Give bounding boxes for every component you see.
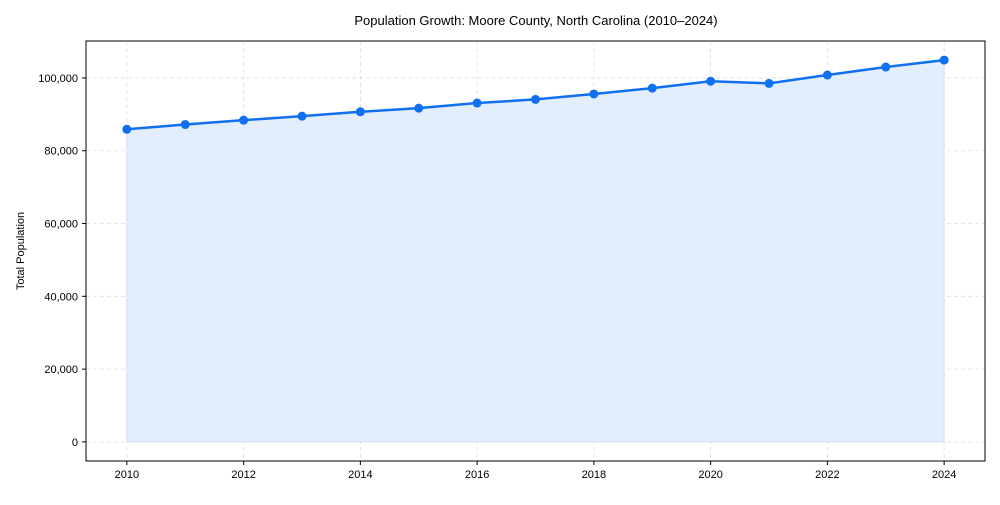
data-point xyxy=(706,76,716,86)
data-point xyxy=(939,55,949,65)
data-point xyxy=(239,115,249,125)
data-point xyxy=(414,103,424,113)
area-fill xyxy=(126,59,945,443)
y-tick-label: 0 xyxy=(72,437,78,449)
y-tick-label: 40,000 xyxy=(44,291,78,303)
axis-ticks: 2010 2012 2014 2016 2018 2020 2022 2024 0 20,000 4… xyxy=(38,73,956,481)
area-under-line xyxy=(126,59,945,443)
data-point xyxy=(647,83,657,93)
series-line xyxy=(122,55,949,134)
data-point xyxy=(297,111,307,121)
data-point xyxy=(531,94,540,104)
data-point xyxy=(355,107,365,117)
y-tick-label: 60,000 xyxy=(44,219,78,231)
data-point xyxy=(881,62,891,72)
y-tick-label: 100,000 xyxy=(38,73,78,85)
plot-frame xyxy=(85,40,986,462)
x-tick-label: 2022 xyxy=(815,469,839,481)
data-point xyxy=(122,124,132,134)
y-tick-label: 80,000 xyxy=(44,146,78,158)
y-tick-label: 20,000 xyxy=(44,364,78,376)
x-tick-label: 2014 xyxy=(348,469,372,481)
x-tick-label: 2012 xyxy=(231,469,255,481)
y-axis-label: Total Population xyxy=(15,212,27,290)
x-tick-label: 2010 xyxy=(115,469,139,481)
x-tick-label: 2016 xyxy=(465,469,489,481)
chart-title: Population Growth: Moore County, North C… xyxy=(354,13,717,28)
x-tick-label: 2020 xyxy=(698,469,722,481)
x-tick-label: 2018 xyxy=(582,469,606,481)
data-point xyxy=(589,89,599,99)
x-tick-label: 2024 xyxy=(932,469,956,481)
data-point xyxy=(822,70,832,80)
data-point xyxy=(472,98,482,108)
data-point xyxy=(180,120,190,130)
data-point xyxy=(764,78,774,88)
